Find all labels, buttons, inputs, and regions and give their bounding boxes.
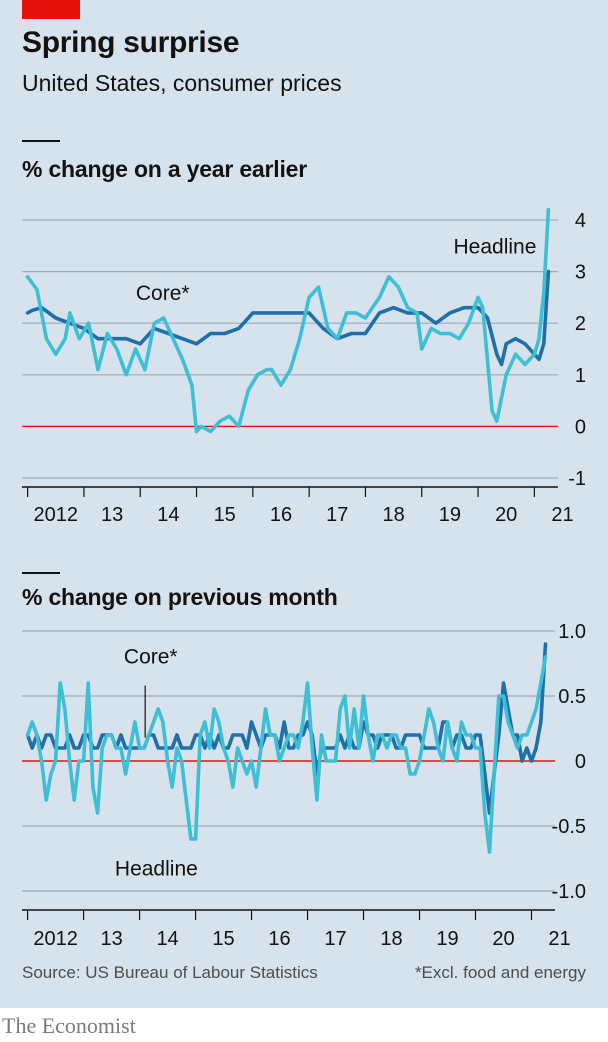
x-tick-label: 14 [156, 928, 178, 950]
x-tick-label: 2012 [33, 928, 78, 950]
y-tick-label: 1 [575, 365, 586, 387]
y-tick-label: -1.0 [552, 881, 586, 903]
x-tick-label: 18 [380, 928, 402, 950]
core-annotation: Core* [124, 646, 178, 669]
y-tick-label: 3 [575, 262, 586, 284]
x-tick-label: 13 [100, 928, 122, 950]
x-tick-label: 15 [214, 504, 236, 526]
x-tick-label: 13 [101, 504, 123, 526]
x-tick-label: 21 [551, 504, 573, 526]
headline-series-line [25, 207, 551, 434]
x-tick-label: 16 [270, 504, 292, 526]
x-tick-label: 20 [495, 504, 517, 526]
x-tick-label: 21 [548, 928, 570, 950]
brand-red-tag [22, 0, 80, 19]
x-tick-label: 14 [157, 504, 179, 526]
headline-annotation: Headline [115, 857, 198, 880]
section-title-annual: % change on a year earlier [22, 156, 307, 182]
x-tick-label: 19 [439, 504, 461, 526]
y-tick-label: -0.5 [552, 816, 586, 838]
x-tick-label: 15 [212, 928, 234, 950]
chart-title: Spring surprise [22, 26, 240, 59]
x-tick-label: 17 [324, 928, 346, 950]
chart-card [0, 0, 608, 1008]
core-annotation: Core* [136, 282, 190, 305]
chart-subtitle: United States, consumer prices [22, 70, 342, 96]
brand-wordmark: The Economist [2, 1013, 136, 1038]
section-rule-monthly [22, 572, 60, 574]
y-tick-label: 4 [575, 210, 586, 232]
y-tick-label: 2 [575, 313, 586, 335]
y-tick-label: 0 [575, 751, 586, 773]
monthly-change-chart: -1.0 -0.5 0 0.5 1.0 2012 13 14 15 16 17 18 19 20 21 Cor… [22, 621, 586, 950]
x-tick-label: 17 [326, 504, 348, 526]
x-tick-label: 19 [436, 928, 458, 950]
y-tick-label: 1.0 [558, 621, 586, 643]
footnote: *Excl. food and energy [414, 963, 586, 982]
x-tick-label: 16 [268, 928, 290, 950]
y-tick-label: 0 [575, 416, 586, 438]
section-rule-annual [22, 140, 60, 142]
core-series-line [25, 642, 548, 815]
core-series-line [25, 269, 551, 367]
headline-annotation: Headline [453, 236, 536, 259]
annual-change-chart: -1 0 1 2 3 4 2012 13 14 15 16 17 18 19 20 21 Core* Headli… [22, 207, 586, 526]
section-title-monthly: % change on previous month [22, 584, 338, 610]
y-tick-label: -1 [568, 468, 586, 490]
x-tick-label: 18 [382, 504, 404, 526]
x-tick-label: 20 [492, 928, 514, 950]
headline-series-line [25, 655, 548, 854]
source-note: Source: US Bureau of Labour Statistics [22, 963, 318, 982]
y-tick-label: 0.5 [558, 686, 586, 708]
x-tick-label: 2012 [34, 504, 79, 526]
